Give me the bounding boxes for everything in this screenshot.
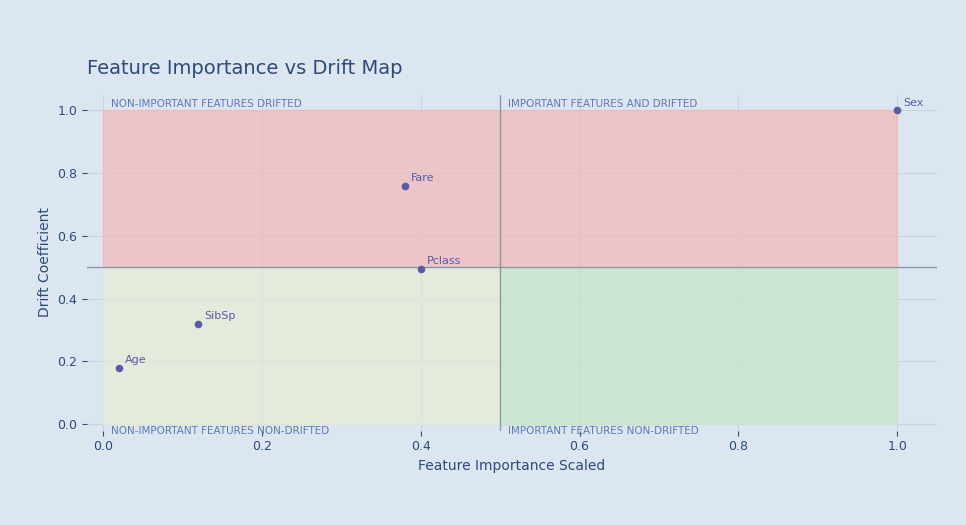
Text: Sex: Sex <box>903 98 924 108</box>
Bar <box>102 110 500 267</box>
Text: SibSp: SibSp <box>205 311 236 321</box>
Text: NON-IMPORTANT FEATURES NON-DRIFTED: NON-IMPORTANT FEATURES NON-DRIFTED <box>111 426 329 436</box>
Text: Fare: Fare <box>412 173 435 183</box>
Text: IMPORTANT FEATURES AND DRIFTED: IMPORTANT FEATURES AND DRIFTED <box>508 99 697 109</box>
Bar <box>500 110 897 267</box>
X-axis label: Feature Importance Scaled: Feature Importance Scaled <box>418 459 606 473</box>
Point <box>190 320 206 328</box>
Point <box>111 363 127 372</box>
Point <box>397 181 412 190</box>
Bar <box>500 267 897 424</box>
Text: Pclass: Pclass <box>427 256 462 266</box>
Text: Feature Importance vs Drift Map: Feature Importance vs Drift Map <box>87 59 403 78</box>
Text: IMPORTANT FEATURES NON-DRIFTED: IMPORTANT FEATURES NON-DRIFTED <box>508 426 698 436</box>
Y-axis label: Drift Coefficient: Drift Coefficient <box>38 207 51 318</box>
Point <box>412 265 428 273</box>
Bar <box>102 267 500 424</box>
Point <box>890 106 905 114</box>
Text: Age: Age <box>125 355 147 365</box>
Text: NON-IMPORTANT FEATURES DRIFTED: NON-IMPORTANT FEATURES DRIFTED <box>111 99 301 109</box>
